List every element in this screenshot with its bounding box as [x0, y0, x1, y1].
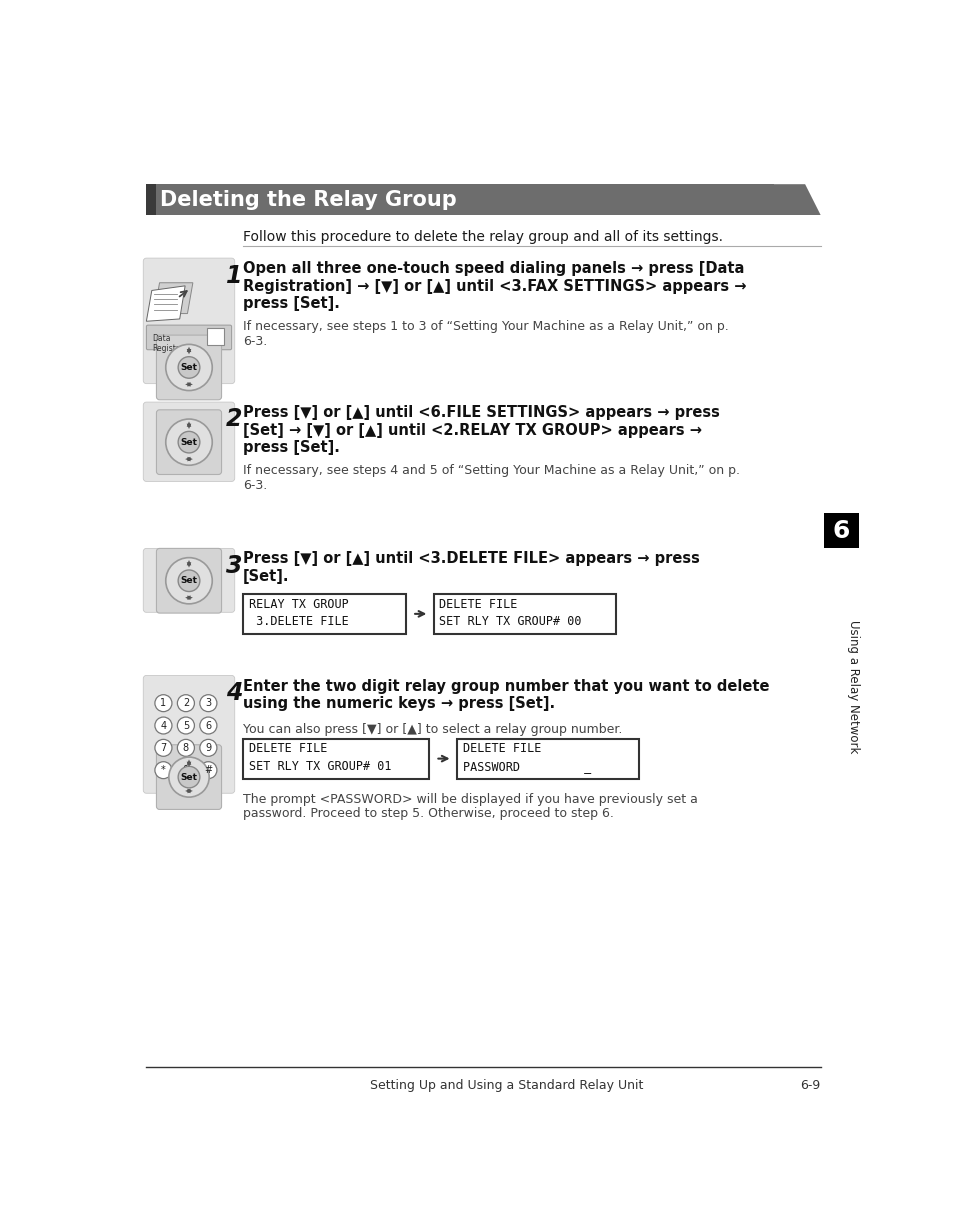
Text: 7: 7: [160, 742, 167, 753]
Polygon shape: [187, 595, 193, 600]
Text: 3: 3: [226, 553, 242, 578]
Circle shape: [166, 345, 212, 390]
FancyBboxPatch shape: [156, 410, 221, 475]
Text: 2: 2: [226, 407, 242, 432]
Circle shape: [178, 571, 199, 591]
Text: DELETE FILE: DELETE FILE: [439, 598, 517, 611]
FancyBboxPatch shape: [143, 258, 234, 384]
Circle shape: [154, 717, 172, 734]
Text: Using a Relay Network: Using a Relay Network: [846, 620, 860, 753]
Circle shape: [199, 717, 216, 734]
Text: Press [▼] or [▲] until <3.DELETE FILE> appears → press
[Set].: Press [▼] or [▲] until <3.DELETE FILE> a…: [243, 551, 700, 584]
Circle shape: [199, 740, 216, 756]
FancyBboxPatch shape: [156, 335, 221, 400]
Circle shape: [178, 432, 199, 453]
Polygon shape: [187, 562, 192, 568]
FancyBboxPatch shape: [156, 745, 221, 810]
Polygon shape: [185, 456, 191, 461]
Circle shape: [177, 762, 194, 779]
FancyBboxPatch shape: [456, 739, 639, 779]
Polygon shape: [187, 456, 193, 461]
Circle shape: [177, 740, 194, 756]
Text: #: #: [204, 766, 213, 775]
Circle shape: [177, 717, 194, 734]
Text: 3.DELETE FILE: 3.DELETE FILE: [249, 616, 348, 628]
Text: 6-9: 6-9: [800, 1079, 820, 1092]
Text: DELETE FILE: DELETE FILE: [249, 742, 327, 756]
FancyBboxPatch shape: [146, 184, 773, 215]
Circle shape: [199, 694, 216, 712]
Polygon shape: [187, 421, 192, 427]
Text: If necessary, see steps 1 to 3 of “Setting Your Machine as a Relay Unit,” on p.
: If necessary, see steps 1 to 3 of “Setti…: [243, 320, 728, 347]
Polygon shape: [187, 347, 192, 352]
Text: Data
Registration: Data Registration: [152, 334, 199, 353]
Circle shape: [199, 762, 216, 779]
Text: You can also press [▼] or [▲] to select a relay group number.: You can also press [▼] or [▲] to select …: [243, 723, 622, 736]
Circle shape: [166, 420, 212, 465]
Text: PASSWORD         _: PASSWORD _: [462, 761, 590, 773]
FancyBboxPatch shape: [243, 739, 429, 779]
Polygon shape: [187, 789, 193, 794]
Polygon shape: [187, 348, 192, 355]
Text: 0: 0: [183, 766, 189, 775]
Text: 1: 1: [226, 264, 242, 287]
Polygon shape: [187, 760, 192, 764]
Circle shape: [154, 762, 172, 779]
Text: Set: Set: [180, 773, 197, 782]
Text: 4: 4: [160, 720, 167, 730]
Circle shape: [154, 694, 172, 712]
Polygon shape: [187, 382, 193, 387]
Text: Set: Set: [180, 438, 197, 447]
FancyBboxPatch shape: [207, 328, 224, 345]
Text: If necessary, see steps 4 and 5 of “Setting Your Machine as a Relay Unit,” on p.: If necessary, see steps 4 and 5 of “Sett…: [243, 464, 740, 492]
Text: 2: 2: [183, 698, 189, 708]
Polygon shape: [187, 762, 192, 767]
Circle shape: [154, 740, 172, 756]
Text: Follow this procedure to delete the relay group and all of its settings.: Follow this procedure to delete the rela…: [243, 231, 722, 244]
FancyBboxPatch shape: [143, 548, 234, 612]
Polygon shape: [154, 282, 193, 314]
Circle shape: [169, 757, 209, 798]
Text: Open all three one-touch speed dialing panels → press [Data
Registration] → [▼] : Open all three one-touch speed dialing p…: [243, 261, 746, 310]
Text: Setting Up and Using a Standard Relay Unit: Setting Up and Using a Standard Relay Un…: [370, 1079, 642, 1092]
Text: SET RLY TX GROUP# 00: SET RLY TX GROUP# 00: [439, 616, 581, 628]
FancyBboxPatch shape: [823, 513, 858, 548]
Circle shape: [177, 694, 194, 712]
Text: 3: 3: [205, 698, 212, 708]
Polygon shape: [187, 423, 192, 429]
Polygon shape: [185, 382, 191, 387]
FancyBboxPatch shape: [143, 402, 234, 481]
Text: 4: 4: [226, 681, 242, 704]
Text: 1: 1: [160, 698, 167, 708]
Text: 5: 5: [183, 720, 189, 730]
Text: Press [▼] or [▲] until <6.FILE SETTINGS> appears → press
[Set] → [▼] or [▲] unti: Press [▼] or [▲] until <6.FILE SETTINGS>…: [243, 405, 720, 455]
FancyBboxPatch shape: [146, 184, 155, 215]
FancyBboxPatch shape: [146, 325, 232, 350]
Text: The prompt <PASSWORD> will be displayed if you have previously set a
password. P: The prompt <PASSWORD> will be displayed …: [243, 793, 698, 821]
Text: Set: Set: [180, 363, 197, 372]
Circle shape: [178, 357, 199, 378]
Text: SET RLY TX GROUP# 01: SET RLY TX GROUP# 01: [249, 761, 391, 773]
FancyBboxPatch shape: [243, 594, 406, 634]
Text: Deleting the Relay Group: Deleting the Relay Group: [160, 190, 456, 210]
Polygon shape: [185, 789, 191, 794]
Text: 6: 6: [205, 720, 212, 730]
Text: 9: 9: [205, 742, 212, 753]
Polygon shape: [187, 560, 192, 566]
FancyBboxPatch shape: [143, 675, 234, 794]
Circle shape: [166, 557, 212, 604]
FancyBboxPatch shape: [156, 548, 221, 614]
Text: 8: 8: [183, 742, 189, 753]
Polygon shape: [146, 286, 185, 321]
Circle shape: [178, 767, 199, 788]
Text: Set: Set: [180, 577, 197, 585]
Text: *: *: [161, 766, 166, 775]
Text: 6: 6: [832, 519, 849, 542]
Polygon shape: [746, 184, 820, 215]
Text: Enter the two digit relay group number that you want to delete
using the numeric: Enter the two digit relay group number t…: [243, 679, 769, 710]
Polygon shape: [185, 595, 191, 600]
FancyBboxPatch shape: [434, 594, 616, 634]
Text: RELAY TX GROUP: RELAY TX GROUP: [249, 598, 348, 611]
Text: DELETE FILE: DELETE FILE: [462, 742, 540, 756]
